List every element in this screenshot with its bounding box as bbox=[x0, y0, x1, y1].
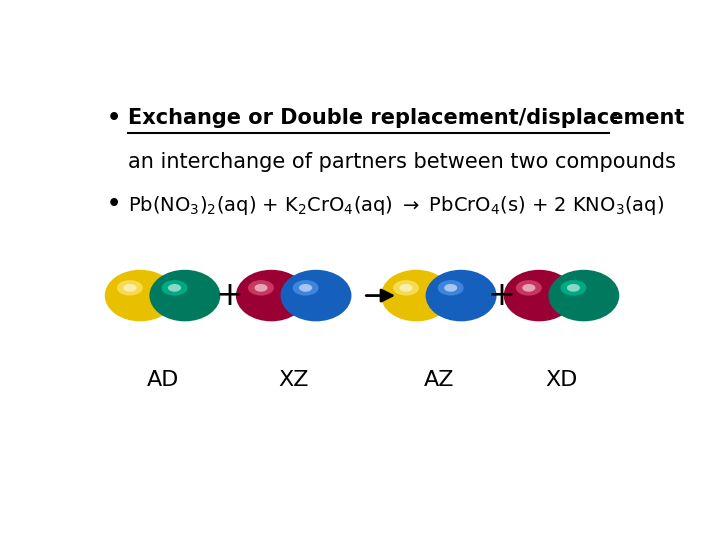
Text: +: + bbox=[215, 279, 243, 312]
Text: +: + bbox=[488, 279, 516, 312]
Ellipse shape bbox=[522, 284, 536, 292]
Ellipse shape bbox=[438, 280, 464, 295]
Text: XD: XD bbox=[545, 370, 577, 390]
Ellipse shape bbox=[292, 280, 318, 295]
Ellipse shape bbox=[123, 284, 136, 292]
Ellipse shape bbox=[393, 280, 419, 295]
Ellipse shape bbox=[248, 280, 274, 295]
Text: an interchange of partners between two compounds: an interchange of partners between two c… bbox=[128, 152, 676, 172]
Text: AZ: AZ bbox=[423, 370, 454, 390]
Ellipse shape bbox=[504, 270, 575, 321]
Text: •: • bbox=[107, 194, 121, 214]
Text: AD: AD bbox=[146, 370, 179, 390]
Ellipse shape bbox=[567, 284, 580, 292]
Ellipse shape bbox=[236, 270, 307, 321]
Ellipse shape bbox=[168, 284, 181, 292]
Ellipse shape bbox=[516, 280, 541, 295]
Ellipse shape bbox=[400, 284, 413, 292]
Text: :: : bbox=[611, 109, 619, 129]
Ellipse shape bbox=[426, 270, 497, 321]
Ellipse shape bbox=[299, 284, 312, 292]
Ellipse shape bbox=[104, 270, 176, 321]
Text: •: • bbox=[107, 109, 121, 129]
Ellipse shape bbox=[560, 280, 586, 295]
Text: Exchange or Double replacement/displacement: Exchange or Double replacement/displacem… bbox=[128, 109, 684, 129]
Ellipse shape bbox=[281, 270, 351, 321]
Ellipse shape bbox=[254, 284, 268, 292]
Text: Pb(NO$_3$)$_2$(aq) + K$_2$CrO$_4$(aq) $\rightarrow$ PbCrO$_4$(s) + 2 KNO$_3$(aq): Pb(NO$_3$)$_2$(aq) + K$_2$CrO$_4$(aq) $\… bbox=[128, 194, 664, 217]
Ellipse shape bbox=[161, 280, 187, 295]
Ellipse shape bbox=[549, 270, 619, 321]
Ellipse shape bbox=[149, 270, 220, 321]
Ellipse shape bbox=[117, 280, 143, 295]
Text: XZ: XZ bbox=[279, 370, 309, 390]
Ellipse shape bbox=[444, 284, 457, 292]
Ellipse shape bbox=[381, 270, 452, 321]
